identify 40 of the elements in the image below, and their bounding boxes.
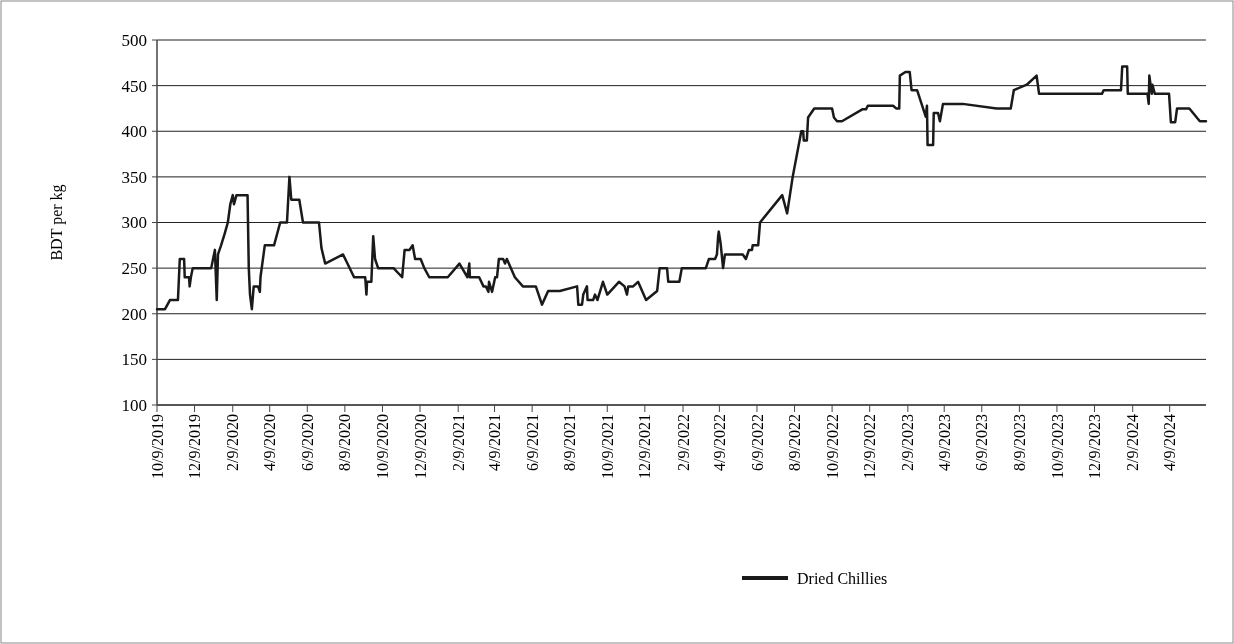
y-tick-label: 500 xyxy=(121,30,147,50)
x-tick-label: 6/9/2022 xyxy=(748,414,766,471)
x-tick-label: 6/9/2023 xyxy=(973,414,991,471)
x-tick-label: 12/9/2020 xyxy=(411,414,429,479)
x-tick-label: 10/9/2023 xyxy=(1048,414,1066,479)
line-series xyxy=(155,65,1208,311)
x-tick-label: 8/9/2020 xyxy=(336,414,354,471)
x-tick-label: 8/9/2021 xyxy=(561,414,579,471)
x-tick-label: 10/9/2021 xyxy=(598,414,616,479)
x-tick-label: 4/9/2022 xyxy=(710,414,728,471)
x-tick-label: 4/9/2024 xyxy=(1161,414,1179,471)
legend-label: Dried Chillies xyxy=(797,569,888,587)
x-tick-label: 10/9/2022 xyxy=(823,414,841,479)
x-tick-label: 8/9/2022 xyxy=(786,414,804,471)
x-tick-label: 8/9/2023 xyxy=(1010,414,1028,471)
x-tick-label: 4/9/2021 xyxy=(486,414,504,471)
x-tick-label: 12/9/2021 xyxy=(636,414,654,479)
y-tick-label: 150 xyxy=(121,350,147,370)
x-tick-label: 6/9/2020 xyxy=(298,414,316,471)
x-tick-label: 2/9/2022 xyxy=(674,414,692,471)
y-tick-label: 200 xyxy=(121,304,147,324)
x-tick-label: 12/9/2022 xyxy=(861,414,879,479)
y-tick-label: 300 xyxy=(121,213,147,233)
x-tick-label: 2/9/2024 xyxy=(1124,414,1142,471)
x-tick-label: 2/9/2023 xyxy=(899,414,917,471)
y-tick-label: 400 xyxy=(121,122,147,142)
y-tick-label: 100 xyxy=(121,395,147,415)
x-tick-label: 2/9/2021 xyxy=(449,414,467,471)
x-tick-label: 4/9/2020 xyxy=(261,414,279,471)
y-axis-title: BDT per kg xyxy=(48,184,66,261)
y-tick-label: 450 xyxy=(121,76,147,96)
x-tick-label: 6/9/2021 xyxy=(523,414,541,471)
x-tick-label: 12/9/2019 xyxy=(186,414,204,479)
x-tick-label: 10/9/2019 xyxy=(148,414,166,479)
x-tick-label: 4/9/2023 xyxy=(935,414,953,471)
x-tick-label: 10/9/2020 xyxy=(374,414,392,479)
y-tick-label: 250 xyxy=(121,259,147,279)
x-tick-label: 2/9/2020 xyxy=(224,414,242,471)
y-tick-label: 350 xyxy=(121,167,147,187)
x-tick-label: 12/9/2023 xyxy=(1086,414,1104,479)
